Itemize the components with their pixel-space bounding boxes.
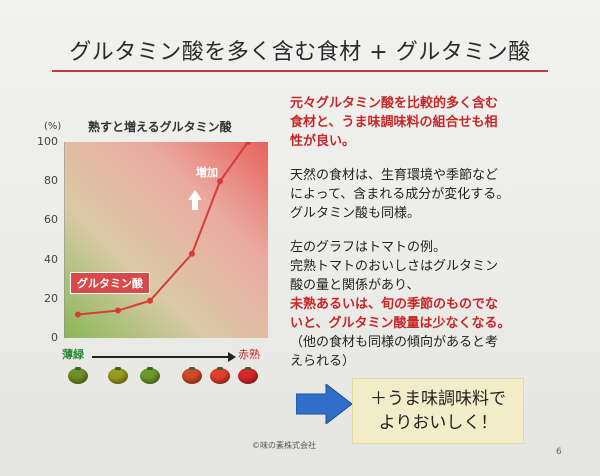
paragraph-tomato-example: 左のグラフはトマトの例。 完熟トマトのおいしさはグルタミン 酸の量と関係があり、… [290, 238, 570, 371]
red-heading-line: 性が良い。 [290, 134, 356, 149]
series-layer [75, 142, 251, 318]
text-line: によって、含まれる成分が変化する。 [290, 187, 510, 202]
data-point [115, 307, 121, 314]
y-tick-label: 20 [44, 291, 58, 305]
text-line: 酸の量と関係があり、 [290, 278, 420, 293]
chart-plot [64, 142, 268, 338]
series-label: グルタミン酸 [70, 272, 150, 294]
red-heading-line: 食材と、うま味調味料の組合せも相 [290, 115, 498, 130]
tomato-icon [108, 367, 128, 384]
tomato-leaf [115, 367, 121, 370]
data-point [217, 178, 223, 185]
blue-arrow-icon [296, 384, 352, 424]
x-end-label: 赤熟 [238, 348, 260, 361]
y-tick-label: 0 [51, 331, 58, 344]
y-tick-label: 80 [44, 174, 58, 188]
tomato-leaf [147, 367, 153, 370]
tomato-icon [140, 367, 160, 384]
tomato-leaf [245, 367, 251, 370]
title-underline [52, 70, 548, 72]
tomato-icon [238, 367, 258, 384]
tomato-icon [182, 367, 202, 384]
tomato-icon [68, 367, 88, 384]
slide-title: グルタミン酸を多く含む食材 + グルタミン酸 [69, 40, 531, 65]
y-tick-label: 100 [37, 135, 58, 148]
ripeness-arrow [92, 352, 236, 362]
data-point [147, 297, 153, 304]
page-number: 6 [556, 447, 562, 457]
copyright: ©味の素株式会社 [252, 441, 316, 450]
y-tick-label: 60 [44, 213, 58, 227]
text-line: 完熟トマトのおいしさはグルタミン [290, 259, 499, 274]
callout-line: よりおいしく！ [378, 413, 498, 433]
tomato-leaf [189, 367, 195, 370]
tomato-icon [210, 367, 230, 384]
increase-arrow [188, 190, 202, 210]
series-line [77, 142, 249, 316]
data-point [189, 250, 195, 257]
y-tick-label: 40 [44, 252, 58, 266]
red-heading-line: 元々グルタミン酸を比較的多く含む [290, 96, 499, 111]
chart-title: 熟すと増えるグルタミン酸 [88, 120, 232, 134]
tomato-leaf [217, 367, 223, 370]
paragraph-natural-foods: 天然の食材は、生育環境や季節など によって、含まれる成分が変化する。 グルタミン… [290, 166, 570, 223]
callout-box: ＋うま味調味料で よりおいしく！ [352, 378, 524, 444]
text-line-emphasis: 未熟あるいは、旬の季節のものでな [290, 297, 499, 312]
text-line: グルタミン酸も同様。 [290, 206, 421, 221]
text-line: えられる） [290, 354, 356, 369]
data-point [245, 142, 251, 145]
text-line: 天然の食材は、生育環境や季節など [290, 168, 499, 183]
x-start-label: 薄緑 [62, 348, 84, 361]
text-line: （他の食材も同様の傾向があると考 [290, 335, 499, 350]
chart-background [64, 142, 268, 338]
increase-annotation: 増加 [196, 166, 218, 179]
y-axis-unit: (%) [44, 121, 62, 132]
tomato-leaf [75, 367, 81, 370]
text-line-emphasis: いと、グルタミン酸量は少なくなる。 [290, 316, 511, 331]
red-heading: 元々グルタミン酸を比較的多く含む 食材と、うま味調味料の組合せも相 性が良い。 [290, 94, 556, 151]
callout-line: ＋うま味調味料で [370, 389, 506, 409]
text-line: 左のグラフはトマトの例。 [290, 240, 447, 255]
data-point [75, 311, 81, 318]
